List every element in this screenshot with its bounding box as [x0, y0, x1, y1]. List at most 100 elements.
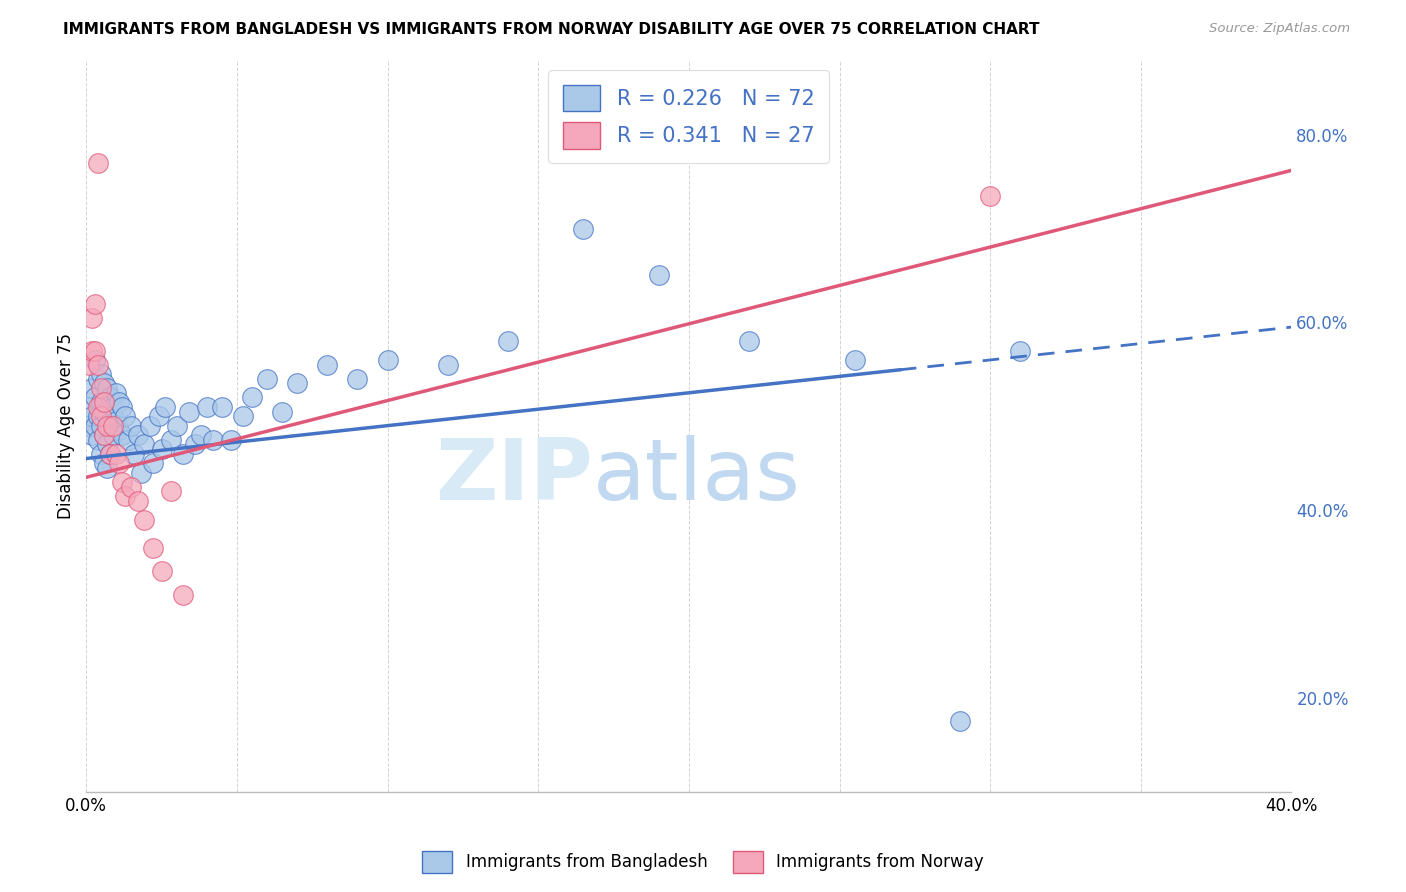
Point [87, 372, 110, 386]
Point [90, 409, 112, 424]
Point [90, 418, 112, 433]
Point [87, 433, 110, 447]
Point [219, 433, 242, 447]
Point [108, 423, 131, 437]
Point [124, 447, 146, 461]
Point [111, 475, 134, 489]
Point [138, 418, 160, 433]
Point [93, 404, 115, 418]
Point [100, 418, 122, 433]
Point [82, 409, 104, 424]
Point [121, 480, 143, 494]
Point [87, 409, 110, 424]
Point [148, 409, 170, 424]
Point [93, 428, 115, 442]
Point [195, 400, 218, 414]
Point [150, 442, 173, 456]
Point [79, 418, 101, 433]
Point [84, 353, 107, 368]
Point [114, 489, 136, 503]
Legend: R = 0.226   N = 72, R = 0.341   N = 27: R = 0.226 N = 72, R = 0.341 N = 27 [548, 70, 830, 163]
Point [93, 456, 115, 470]
Point [346, 372, 368, 386]
Point [190, 428, 212, 442]
Point [114, 409, 136, 424]
Text: IMMIGRANTS FROM BANGLADESH VS IMMIGRANTS FROM NORWAY DISABILITY AGE OVER 75 CORR: IMMIGRANTS FROM BANGLADESH VS IMMIGRANTS… [63, 22, 1040, 37]
Point [572, 221, 595, 235]
Point [437, 358, 460, 372]
Point [121, 418, 143, 433]
Point [103, 418, 125, 433]
Point [166, 418, 188, 433]
Y-axis label: Disability Age Over 75: Disability Age Over 75 [58, 333, 75, 518]
Text: atlas: atlas [592, 435, 800, 518]
Point [96, 381, 118, 395]
Point [90, 367, 112, 381]
Point [177, 404, 200, 418]
Point [96, 461, 118, 475]
Point [211, 400, 233, 414]
Point [844, 353, 866, 368]
Point [84, 296, 107, 310]
Point [105, 447, 128, 461]
Point [132, 512, 155, 526]
Point [201, 433, 224, 447]
Point [90, 381, 112, 395]
Point [93, 376, 115, 391]
Point [496, 334, 519, 348]
Point [108, 456, 131, 470]
Point [105, 414, 128, 428]
Point [87, 156, 110, 170]
Point [100, 391, 122, 405]
Point [90, 395, 112, 409]
Point [256, 372, 278, 386]
Point [127, 428, 149, 442]
Point [159, 484, 181, 499]
Point [96, 437, 118, 451]
Point [90, 447, 112, 461]
Text: ZIP: ZIP [434, 435, 592, 518]
Point [153, 400, 176, 414]
Point [82, 381, 104, 395]
Point [111, 428, 134, 442]
Point [142, 541, 165, 555]
Point [82, 310, 104, 325]
Point [184, 437, 207, 451]
Point [172, 588, 194, 602]
Point [738, 334, 761, 348]
Point [979, 188, 1001, 202]
Point [159, 433, 181, 447]
Point [79, 400, 101, 414]
Point [132, 437, 155, 451]
Point [271, 404, 294, 418]
Point [103, 428, 125, 442]
Point [93, 395, 115, 409]
Point [96, 418, 118, 433]
Point [87, 358, 110, 372]
Point [240, 391, 263, 405]
Point [108, 395, 131, 409]
Point [100, 447, 122, 461]
Point [79, 358, 101, 372]
Point [127, 493, 149, 508]
Point [84, 391, 107, 405]
Point [172, 447, 194, 461]
Point [96, 409, 118, 424]
Point [84, 418, 107, 433]
Legend: Immigrants from Bangladesh, Immigrants from Norway: Immigrants from Bangladesh, Immigrants f… [416, 845, 990, 880]
Point [949, 714, 972, 729]
Point [93, 428, 115, 442]
Point [111, 400, 134, 414]
Point [1010, 343, 1032, 358]
Point [87, 400, 110, 414]
Text: Source: ZipAtlas.com: Source: ZipAtlas.com [1209, 22, 1350, 36]
Point [105, 385, 128, 400]
Point [103, 400, 125, 414]
Point [82, 343, 104, 358]
Point [117, 433, 139, 447]
Point [316, 358, 339, 372]
Point [84, 343, 107, 358]
Point [142, 456, 165, 470]
Point [648, 268, 671, 283]
Point [82, 428, 104, 442]
